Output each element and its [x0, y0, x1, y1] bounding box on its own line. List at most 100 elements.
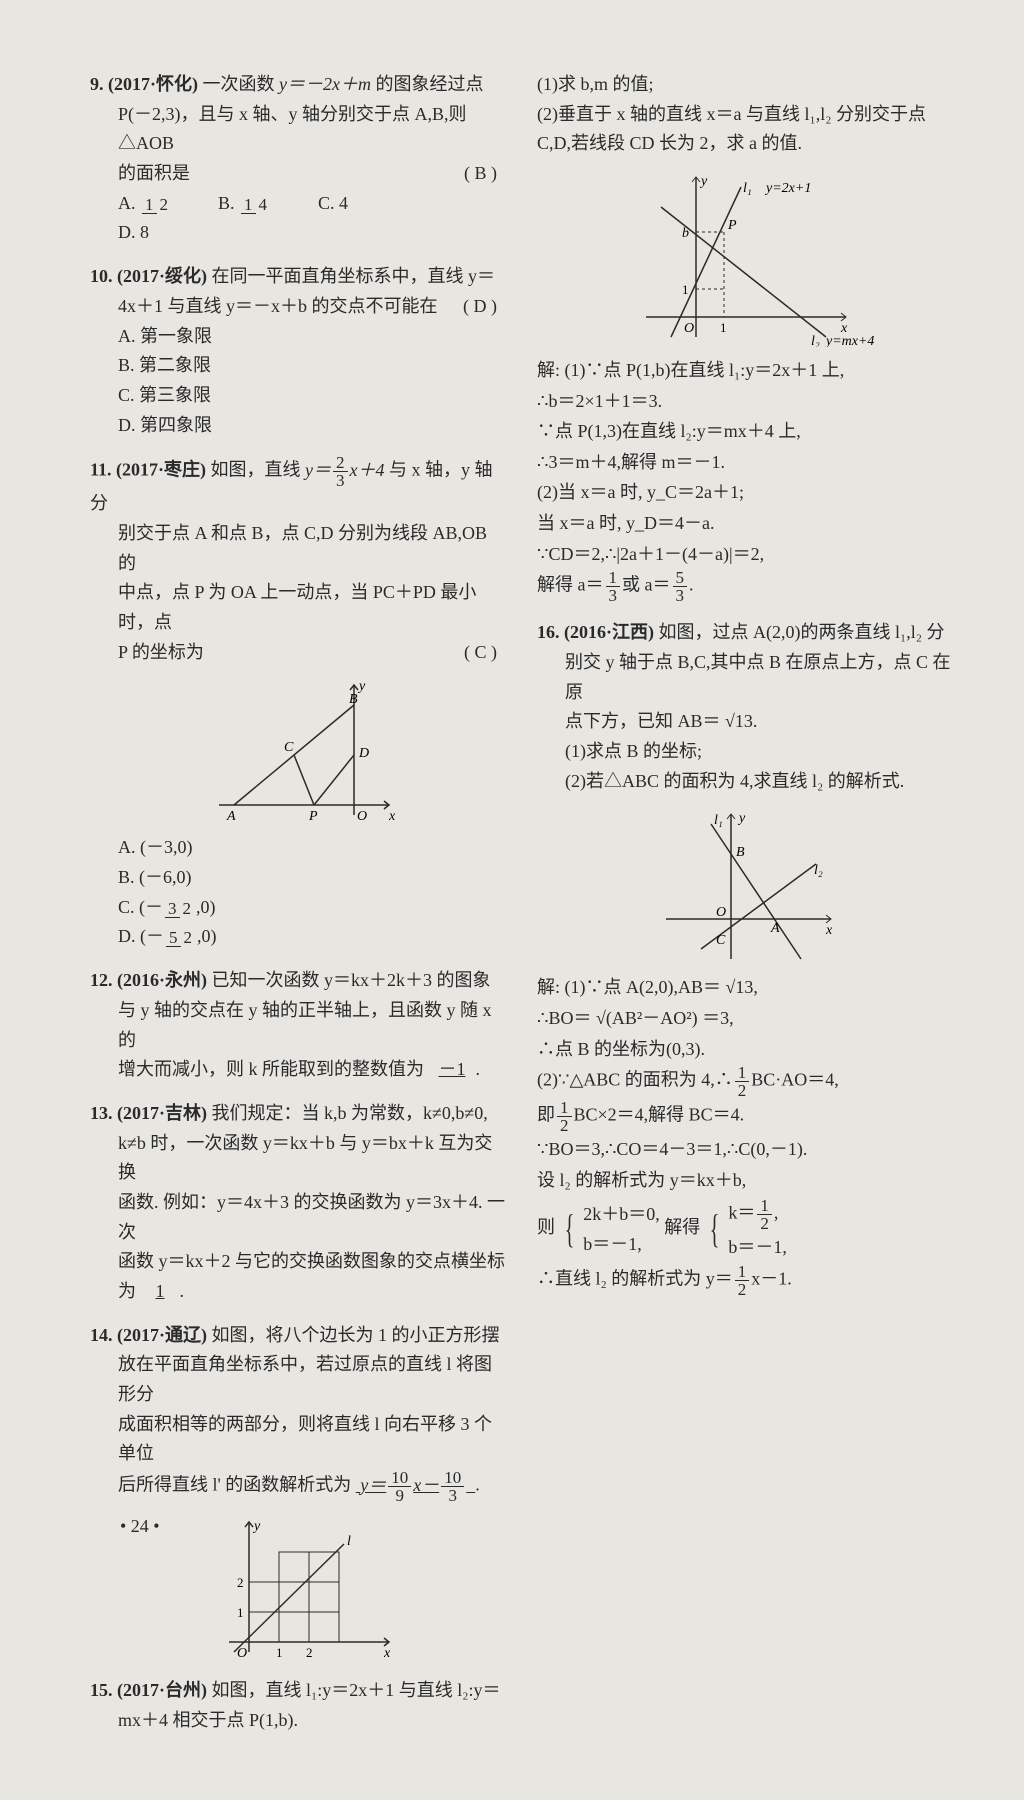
svg-text:y=mx+4: y=mx+4: [824, 334, 874, 347]
svg-text:y=2x+1: y=2x+1: [764, 181, 811, 196]
q13-t3: 函数. 例如：y＝4x＋3 的交换函数为 y＝3x＋4. 一次: [90, 1188, 507, 1247]
q10-answer: ( D ): [463, 292, 497, 322]
q14-num: 14.: [90, 1325, 113, 1345]
q16-sol1a: (1)∵点 A(2,0),AB＝ √13,: [565, 977, 758, 997]
q16-sol-h: 解:: [537, 977, 560, 997]
svg-text:b: b: [682, 226, 689, 241]
svg-text:P: P: [727, 218, 737, 233]
q11-optA: A. (－3,0): [118, 833, 318, 863]
svg-text:O: O: [357, 809, 367, 824]
q10-optC: C. 第三象限: [118, 381, 318, 411]
svg-text:B: B: [349, 692, 358, 707]
left-column: 9. (2017·怀化) 一次函数 y＝－2x＋m 的图象经过点 P(－2,3)…: [90, 70, 507, 1750]
q15-p2a: (2)垂直于 x 轴的直线 x＝a 与直线 l₁,l₂ 分别交于点: [537, 100, 954, 130]
q16-sol1b: ∴BO＝ √(AB²－AO²) ＝3,: [537, 1003, 954, 1034]
q14-t3: 成面积相等的两部分，则将直线 l 向右平移 3 个单位: [90, 1410, 507, 1469]
q9-optD: D. 8: [118, 218, 218, 248]
q12-src: (2016·永州): [117, 970, 207, 990]
q16-sol2e: 则 { 2k＋b＝0, b＝－1, 解得 { k＝12, b＝－1,: [537, 1195, 954, 1263]
q16-num: 16.: [537, 622, 560, 642]
svg-text:x: x: [383, 1646, 391, 1661]
q15-src: (2017·台州): [117, 1680, 207, 1700]
q11-answer: ( C ): [464, 638, 497, 668]
q16-sol2a: (2)∵△ABC 的面积为 4,∴12BC·AO＝4,: [537, 1064, 954, 1099]
question-11: 11. (2017·枣庄) 如图，直线 y＝23x＋4 与 x 轴，y 轴分 别…: [90, 454, 507, 952]
q13-num: 13.: [90, 1103, 113, 1123]
q12-line3: 增大而减小，则 k 所能取到的整数值为 －1.: [90, 1055, 507, 1085]
q16-sol2c: ∵BO＝3,∴CO＝4－3＝1,∴C(0,－1).: [537, 1134, 954, 1165]
q15-sol1c: ∵点 P(1,3)在直线 l₂:y＝mx＋4 上,: [537, 416, 954, 447]
q11-num: 11.: [90, 460, 112, 480]
svg-text:D: D: [358, 746, 369, 761]
q15-sol1b: ∴b＝2×1＋1＝3.: [537, 386, 954, 417]
svg-text:y: y: [699, 174, 708, 189]
q15-sol2a: (2)当 x＝a 时, y_C＝2a＋1;: [537, 477, 954, 508]
q10-optB: B. 第二象限: [118, 351, 308, 381]
question-15-body: (1)求 b,m 的值; (2)垂直于 x 轴的直线 x＝a 与直线 l₁,l₂…: [537, 70, 954, 604]
q9-src: (2017·怀化): [108, 74, 198, 94]
q12-t2: 与 y 轴的交点在 y 轴的正半轴上，且函数 y 随 x 的: [90, 996, 507, 1055]
q11-optD: D. (－52,0): [118, 922, 308, 952]
q15-sol2c: ∵CD＝2,∴|2a＋1－(4－a)|＝2,: [537, 539, 954, 570]
q13-answer: 1: [141, 1281, 180, 1301]
q12-num: 12.: [90, 970, 113, 990]
q10-num: 10.: [90, 266, 113, 286]
svg-text:1: 1: [682, 282, 689, 297]
q9-optA: A. 12: [118, 189, 218, 219]
svg-text:x: x: [388, 809, 396, 824]
q14-t1: 如图，将八个边长为 1 的小正方形摆: [212, 1325, 500, 1345]
svg-text:1: 1: [276, 1645, 283, 1660]
q16-figure: y x O A B C l₁ l₂: [537, 804, 954, 964]
svg-text:C: C: [284, 740, 294, 755]
q13-t1: 我们规定：当 k,b 为常数，k≠0,b≠0,: [212, 1103, 488, 1123]
q9-num: 9.: [90, 74, 104, 94]
q15-solution: 解: (1)∵点 P(1,b)在直线 l₁:y＝2x＋1 上, ∴b＝2×1＋1…: [537, 355, 954, 604]
q9-t3: P(－2,3)，且与 x 轴、y 轴分别交于点 A,B,则△AOB: [118, 104, 467, 154]
svg-text:y: y: [252, 1519, 261, 1534]
q15-figure: y x O P b 1 1 l₁ y=2x+1 l₂ y=mx+4: [537, 167, 954, 347]
q11-t5: P 的坐标为: [118, 642, 204, 662]
q11-eq: y＝23x＋4: [305, 460, 389, 480]
svg-text:l: l: [347, 1534, 351, 1549]
q9-options: A. 12 B. 14 C. 4 D. 8: [90, 189, 507, 248]
svg-text:P: P: [308, 809, 318, 824]
q11-src: (2017·枣庄): [116, 460, 206, 480]
svg-text:2: 2: [237, 1575, 244, 1590]
q10-line2: 4x＋1 与直线 y＝－x＋b 的交点不可能在 ( D ): [90, 292, 507, 322]
svg-text:y: y: [737, 811, 746, 826]
q10-t2: 4x＋1 与直线 y＝－x＋b 的交点不可能在: [118, 296, 438, 316]
right-column: (1)求 b,m 的值; (2)垂直于 x 轴的直线 x＝a 与直线 l₁,l₂…: [537, 70, 954, 1750]
q10-optA: A. 第一象限: [118, 322, 318, 352]
svg-text:1: 1: [237, 1605, 244, 1620]
svg-text:2: 2: [306, 1645, 313, 1660]
q15-t1: 如图，直线 l₁:y＝2x＋1 与直线 l₂:y＝: [212, 1680, 501, 1700]
svg-text:A: A: [226, 809, 236, 824]
svg-text:1: 1: [720, 320, 727, 335]
q14-answer: y＝109x－103: [356, 1475, 476, 1495]
q13-t4: 函数 y＝kx＋2 与它的交换函数图象的交点横坐标: [90, 1247, 507, 1277]
q10-optD: D. 第四象限: [118, 411, 308, 441]
svg-text:O: O: [684, 321, 694, 336]
q9-t2: 的图象经过点: [375, 74, 483, 94]
q15-t2: mx＋4 相交于点 P(1,b).: [90, 1706, 507, 1736]
q10-t1: 在同一平面直角坐标系中，直线 y＝: [212, 266, 496, 286]
q11-t4: 中点，点 P 为 OA 上一动点，当 PC＋PD 最小时，点: [90, 578, 507, 637]
q11-optC: C. (－32,0): [118, 893, 318, 923]
q15-sol2b: 当 x＝a 时, y_D＝4－a.: [537, 508, 954, 539]
question-15-stem: 15. (2017·台州) 如图，直线 l₁:y＝2x＋1 与直线 l₂:y＝ …: [90, 1676, 507, 1735]
q15-num: 15.: [90, 1680, 113, 1700]
q12-t3: 增大而减小，则 k 所能取到的整数值为: [118, 1059, 424, 1079]
q16-src: (2016·江西): [564, 622, 654, 642]
q16-p1: (1)求点 B 的坐标;: [537, 737, 954, 767]
q11-options: A. (－3,0) B. (－6,0) C. (－32,0) D. (－52,0…: [90, 833, 507, 952]
q10-src: (2017·绥化): [117, 266, 207, 286]
q9-t4: 的面积是: [118, 163, 190, 183]
q15-sol1a: (1)∵点 P(1,b)在直线 l₁:y＝2x＋1 上,: [565, 360, 845, 380]
q14-src: (2017·通辽): [117, 1325, 207, 1345]
q12-answer: －1: [429, 1059, 476, 1079]
q11-t1: 如图，直线: [211, 460, 306, 480]
q16-p2: (2)若△ABC 的面积为 4,求直线 l₂ 的解析式.: [537, 767, 954, 797]
q16-sol1c: ∴点 B 的坐标为(0,3).: [537, 1034, 954, 1065]
q11-figure: y B C D A P O x: [90, 675, 507, 825]
q9-line3: 的面积是 ( B ): [90, 159, 507, 189]
